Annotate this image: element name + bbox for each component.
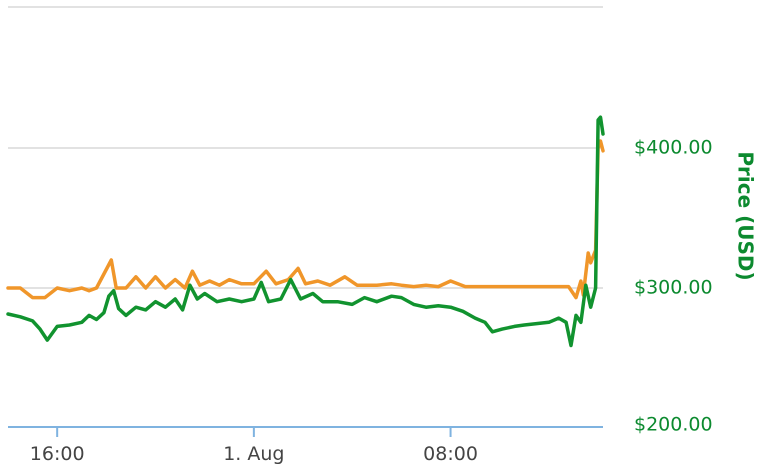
series-line-1 xyxy=(6,115,605,348)
y-axis-title: Price (USD) xyxy=(734,151,758,280)
y-tick-label: $400.00 xyxy=(634,137,713,159)
y-tick-label: $300.00 xyxy=(634,277,713,299)
x-axis-tick-labels: 16:00 1. Aug 08:00 xyxy=(30,443,478,465)
x-tick-label: 16:00 xyxy=(30,443,85,465)
x-tick-label: 1. Aug xyxy=(223,443,284,465)
x-tick-label: 08:00 xyxy=(423,443,478,465)
y-axis-tick-labels: $200.00 $300.00 $400.00 xyxy=(634,137,713,436)
series-line-0 xyxy=(6,139,605,300)
series-lines xyxy=(6,115,605,348)
gridlines xyxy=(8,6,603,289)
y-tick-label: $200.00 xyxy=(634,414,713,436)
x-axis xyxy=(8,426,603,437)
